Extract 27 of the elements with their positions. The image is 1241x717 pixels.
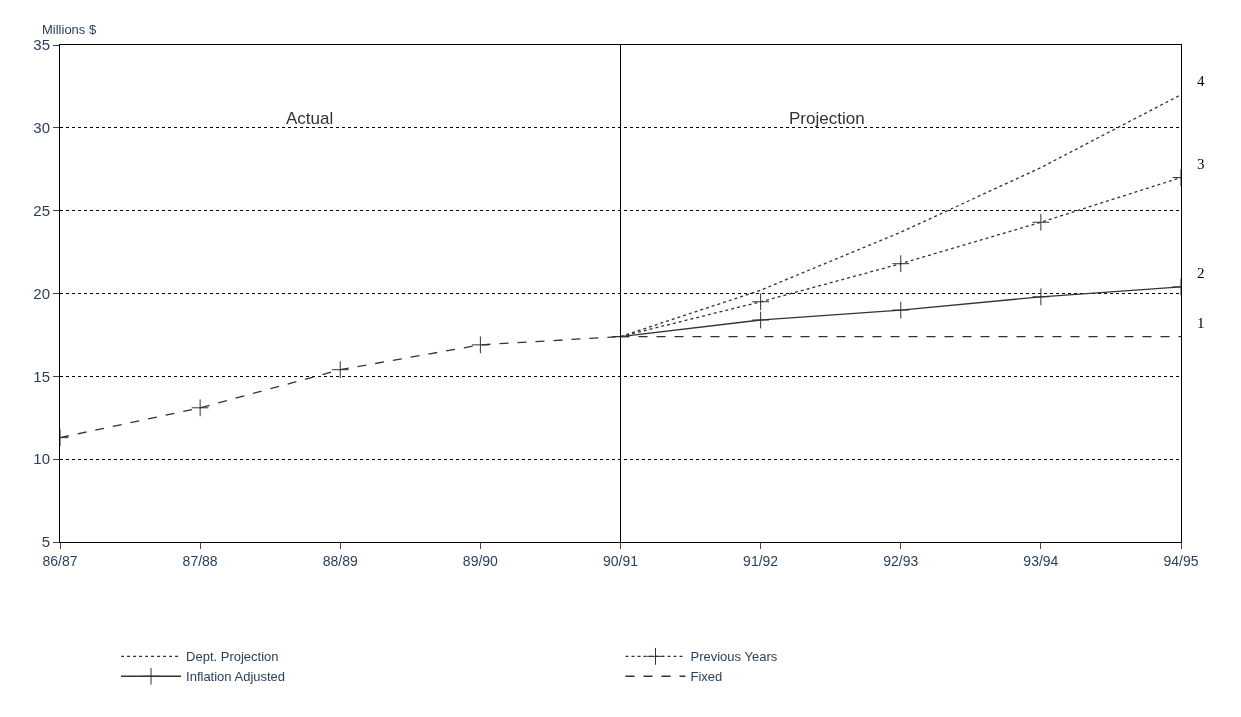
legend-label: Inflation Adjusted	[186, 669, 286, 685]
annotation: Projection	[789, 109, 865, 128]
y-axis-title: Millions $	[42, 22, 97, 37]
x-tick-label: 88/89	[322, 552, 358, 569]
legend-label: Previous Years	[690, 649, 778, 665]
x-tick-label: 92/93	[883, 552, 919, 569]
y-tick-label: 30	[33, 119, 50, 137]
legend-label: Fixed	[690, 669, 723, 685]
annotation: 1	[1197, 315, 1205, 331]
y-tick-label: 35	[33, 36, 50, 54]
annotation: 4	[1197, 73, 1205, 89]
y-tick-label: 15	[33, 367, 50, 385]
legend-label: Dept. Projection	[186, 649, 279, 665]
x-tick-label: 94/95	[1163, 552, 1199, 569]
y-tick-label: 5	[41, 533, 50, 551]
x-tick-label: 91/92	[743, 552, 779, 569]
y-tick-label: 25	[33, 201, 50, 219]
y-tick-label: 20	[33, 284, 50, 302]
annotation: 2	[1197, 265, 1205, 281]
y-tick-label: 10	[33, 450, 50, 468]
annotation: Actual	[286, 109, 334, 128]
x-tick-label: 89/90	[462, 552, 499, 569]
x-tick-label: 87/88	[182, 552, 218, 569]
annotation: 3	[1197, 156, 1205, 172]
x-tick-label: 90/91	[602, 552, 639, 569]
x-tick-label: 86/87	[42, 552, 78, 569]
x-tick-label: 93/94	[1023, 552, 1059, 569]
